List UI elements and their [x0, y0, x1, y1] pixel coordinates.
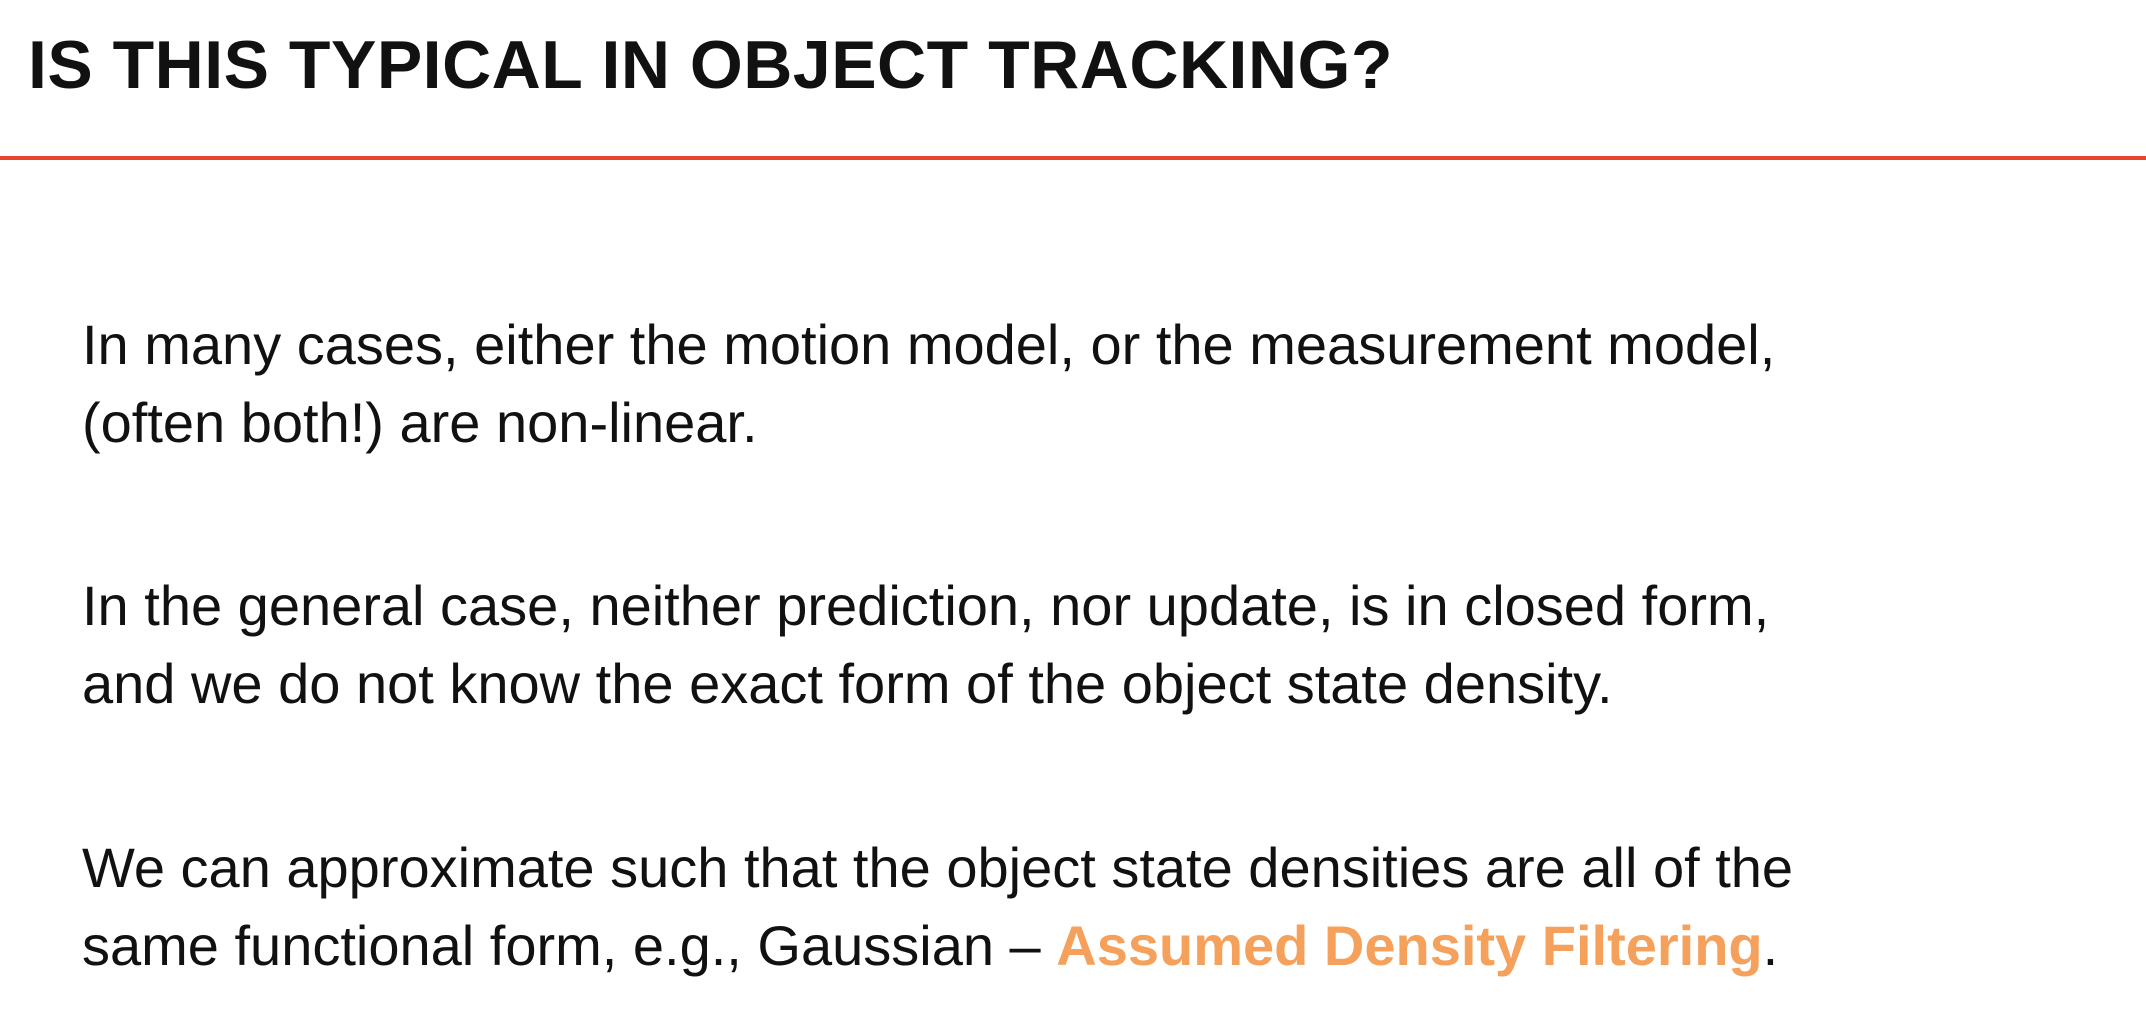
paragraph-closed-form: In the general case, neither prediction,… — [82, 567, 2082, 723]
paragraph-nonlinear-models: In many cases, either the motion model, … — [82, 306, 2082, 462]
slide-title: IS THIS TYPICAL IN OBJECT TRACKING? — [28, 27, 1393, 103]
title-divider — [0, 156, 2146, 160]
paragraph-line: (often both!) are non-linear. — [82, 391, 758, 454]
paragraph-line-suffix: . — [1762, 914, 1779, 977]
paragraph-line: In many cases, either the motion model, … — [82, 313, 1776, 376]
paragraph-line: and we do not know the exact form of the… — [82, 652, 1613, 715]
paragraph-line-prefix: same functional form, e.g., Gaussian – — [82, 914, 1057, 977]
assumed-density-filtering-highlight: Assumed Density Filtering — [1056, 914, 1763, 977]
paragraph-line: In the general case, neither prediction,… — [82, 574, 1770, 637]
paragraph-approximation: We can approximate such that the object … — [82, 829, 2082, 985]
paragraph-line: We can approximate such that the object … — [82, 836, 1794, 899]
